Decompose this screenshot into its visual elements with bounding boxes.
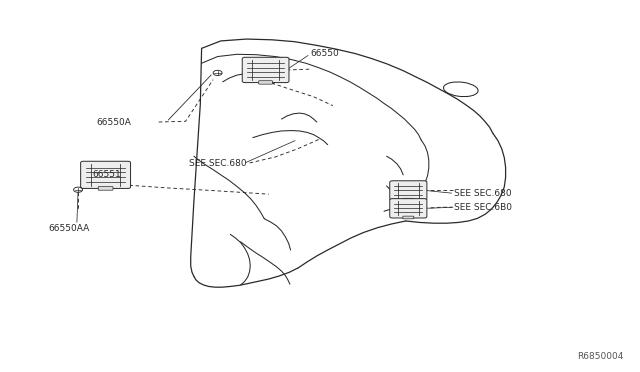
FancyBboxPatch shape bbox=[242, 57, 289, 83]
Text: SEE SEC.680: SEE SEC.680 bbox=[189, 159, 246, 168]
FancyBboxPatch shape bbox=[403, 198, 414, 201]
FancyBboxPatch shape bbox=[390, 181, 427, 200]
FancyBboxPatch shape bbox=[99, 186, 113, 190]
FancyBboxPatch shape bbox=[81, 161, 131, 188]
Text: SEE SEC.680: SEE SEC.680 bbox=[454, 189, 512, 198]
Text: SEE SEC.6B0: SEE SEC.6B0 bbox=[454, 203, 513, 212]
Text: 66550A: 66550A bbox=[97, 118, 131, 126]
Text: 66550: 66550 bbox=[310, 49, 339, 58]
Text: 66550AA: 66550AA bbox=[48, 224, 89, 233]
FancyBboxPatch shape bbox=[390, 199, 427, 218]
Text: R6850004: R6850004 bbox=[578, 352, 624, 361]
FancyBboxPatch shape bbox=[259, 81, 273, 84]
FancyBboxPatch shape bbox=[403, 216, 414, 219]
Text: 66551: 66551 bbox=[93, 170, 122, 179]
